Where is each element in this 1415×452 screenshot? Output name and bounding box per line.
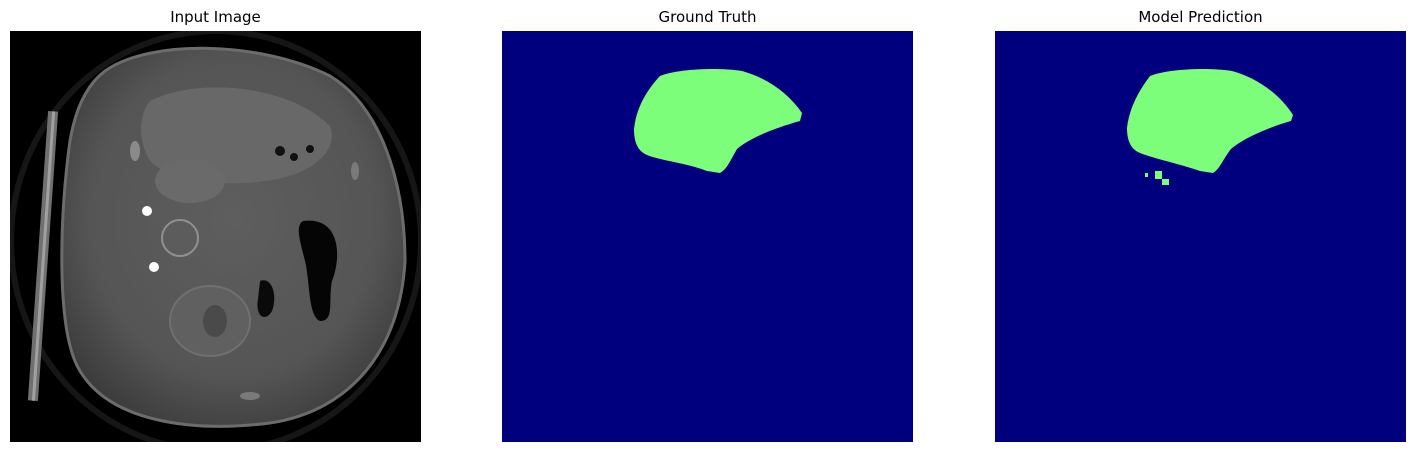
prediction-liver-segment [1127, 68, 1293, 173]
model-prediction-title: Model Prediction [1138, 8, 1263, 26]
ground-truth-mask [502, 31, 913, 442]
model-prediction-mask [995, 31, 1406, 442]
ground-truth-panel: Ground Truth [502, 0, 913, 452]
model-prediction-panel: Model Prediction [995, 0, 1406, 452]
input-image-title: Input Image [170, 8, 261, 26]
ground-truth-liver-segment [634, 68, 802, 173]
prediction-noise-blob [1155, 171, 1162, 179]
ground-truth-title: Ground Truth [658, 8, 757, 26]
input-image [10, 31, 421, 442]
prediction-noise-blob [1162, 179, 1169, 185]
input-image-panel: Input Image [10, 0, 421, 452]
prediction-noise-blob [1145, 173, 1148, 177]
